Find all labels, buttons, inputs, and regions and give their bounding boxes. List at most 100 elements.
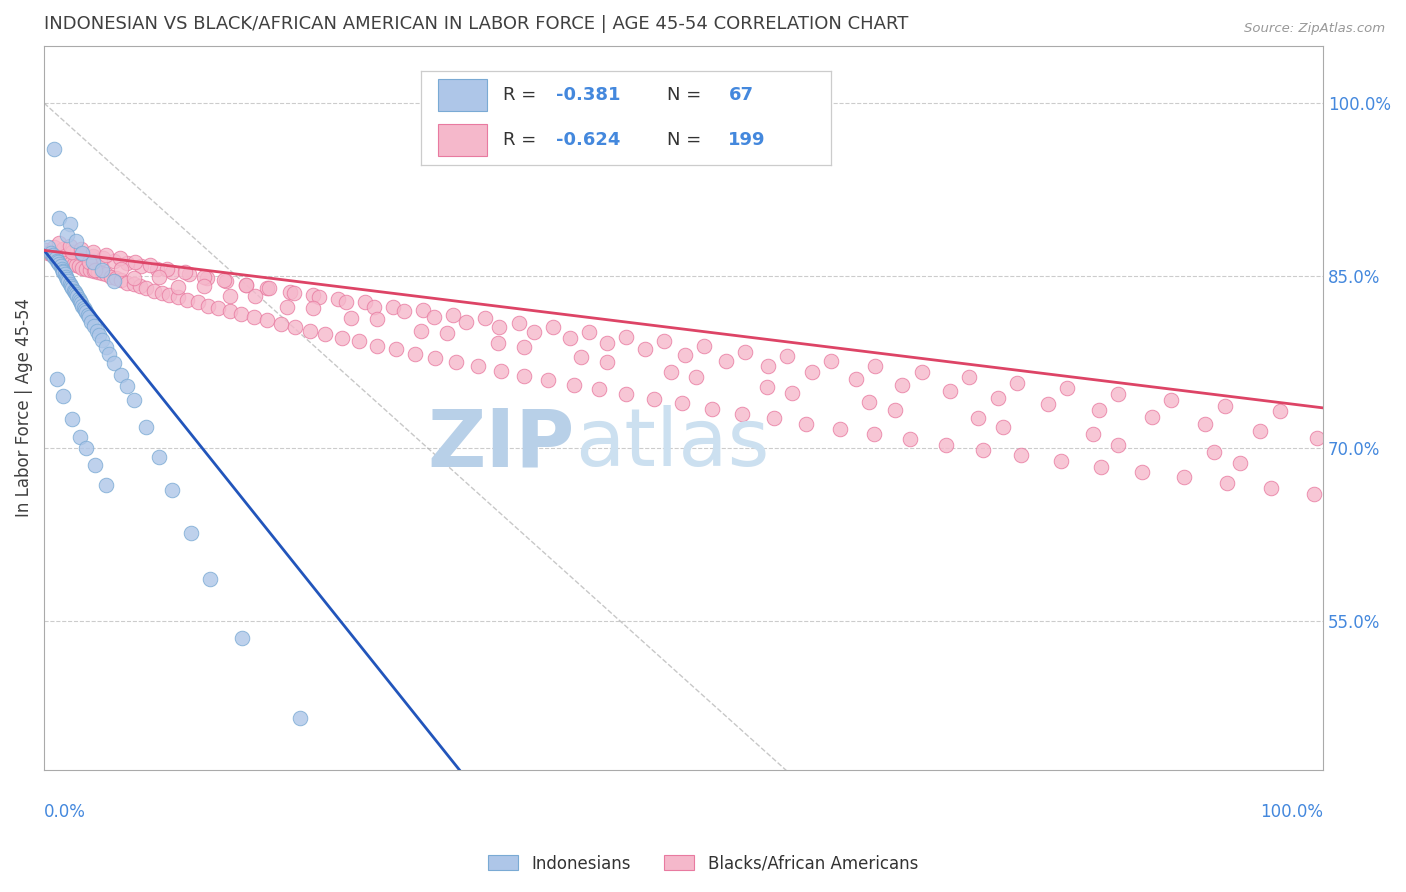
Point [83, 264, 105, 278]
Point [214, 273, 236, 287]
Point [541, 320, 564, 334]
Point [354, 295, 377, 310]
Point [256, 281, 278, 295]
Point [159, 288, 181, 302]
Point [596, 355, 619, 369]
Point [45, 249, 67, 263]
Point [73, 301, 96, 315]
Point [167, 280, 190, 294]
Point [72, 245, 94, 260]
Point [776, 349, 799, 363]
Point [75, 441, 97, 455]
Point [685, 369, 707, 384]
Point [60, 281, 83, 295]
Point [1303, 487, 1326, 501]
Point [75, 305, 97, 319]
Point [67, 260, 90, 274]
Point [37, 245, 59, 260]
Point [340, 311, 363, 326]
Point [218, 304, 240, 318]
Point [49, 260, 72, 274]
Point [52, 252, 75, 267]
Point [578, 325, 600, 339]
Point [44, 142, 66, 156]
Point [1229, 456, 1251, 470]
Point [156, 261, 179, 276]
Point [643, 392, 665, 406]
Point [110, 261, 132, 276]
Point [276, 300, 298, 314]
Point [634, 343, 657, 357]
Point [278, 285, 301, 299]
Point [129, 279, 152, 293]
Point [1108, 387, 1130, 401]
Point [820, 353, 842, 368]
Point [150, 285, 173, 300]
Point [167, 291, 190, 305]
Point [845, 372, 868, 386]
Point [67, 292, 90, 306]
Point [69, 293, 91, 308]
Point [70, 296, 93, 310]
Point [100, 269, 122, 284]
Point [207, 301, 229, 315]
Point [66, 289, 89, 303]
Point [177, 268, 200, 282]
Point [301, 288, 323, 302]
Point [90, 263, 112, 277]
Point [59, 239, 82, 253]
Point [1056, 381, 1078, 395]
Point [72, 299, 94, 313]
Point [173, 265, 195, 279]
Point [257, 281, 280, 295]
Point [404, 347, 426, 361]
Point [1173, 470, 1195, 484]
Point [195, 271, 218, 285]
Point [52, 264, 75, 278]
Text: ZIP: ZIP [427, 405, 575, 483]
Point [891, 377, 914, 392]
Point [513, 340, 536, 354]
Y-axis label: In Labor Force | Age 45-54: In Labor Force | Age 45-54 [15, 299, 32, 517]
Point [756, 359, 779, 374]
Point [103, 253, 125, 268]
Point [75, 261, 97, 276]
Point [110, 273, 132, 287]
Point [94, 268, 117, 282]
Point [301, 301, 323, 315]
Point [1088, 403, 1111, 417]
Point [117, 276, 139, 290]
Point [910, 365, 932, 379]
Point [654, 334, 676, 349]
Point [385, 343, 408, 357]
Point [353, 800, 375, 814]
Point [382, 300, 405, 314]
Point [39, 245, 62, 260]
Point [48, 257, 70, 271]
Point [53, 268, 76, 282]
Point [256, 313, 278, 327]
Point [98, 347, 121, 361]
Point [508, 316, 530, 330]
Point [938, 384, 960, 398]
Point [110, 368, 132, 382]
Point [474, 311, 496, 326]
Point [60, 244, 83, 259]
Point [122, 392, 145, 407]
Point [1090, 459, 1112, 474]
Point [1213, 399, 1236, 413]
Point [229, 307, 252, 321]
Point [444, 355, 467, 369]
Point [49, 252, 72, 266]
Point [243, 289, 266, 303]
Point [347, 334, 370, 349]
Point [1108, 438, 1130, 452]
Point [76, 308, 98, 322]
Point [52, 242, 75, 256]
Point [425, 351, 447, 366]
Point [65, 287, 87, 301]
Point [513, 368, 536, 383]
Point [284, 320, 307, 334]
Point [84, 458, 107, 473]
Point [87, 265, 110, 279]
